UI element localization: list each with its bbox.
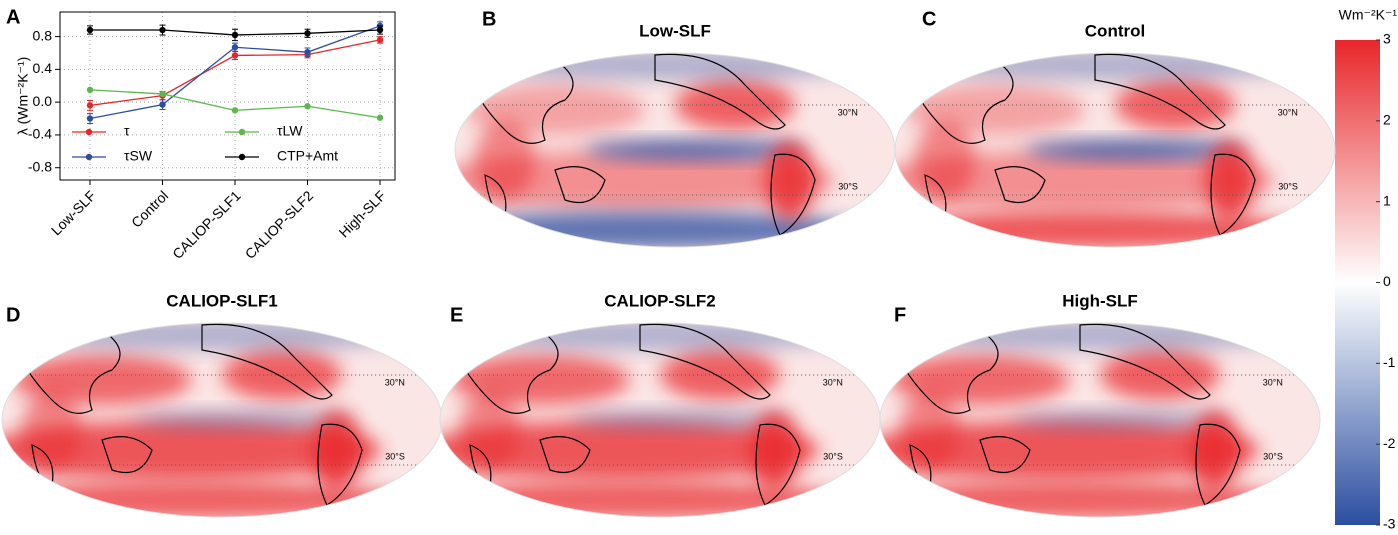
panel-letter: A <box>6 6 20 28</box>
data-point <box>304 49 310 55</box>
y-tick-label: 0.4 <box>33 60 53 76</box>
legend-label: τLW <box>277 123 303 139</box>
data-point <box>159 27 165 33</box>
data-point <box>304 30 310 36</box>
panel-letter: F <box>894 304 906 326</box>
legend-marker <box>239 154 245 160</box>
map-field <box>425 50 895 248</box>
colorbar-tick-label: -2 <box>1383 435 1396 451</box>
y-tick-label: 0.8 <box>33 27 53 43</box>
latitude-label: 30°N <box>385 377 405 387</box>
data-point <box>159 101 165 107</box>
colorbar-tick-label: 3 <box>1383 31 1391 47</box>
data-point <box>232 107 238 113</box>
x-tick-label: CALIOP-SLF2 <box>242 187 317 262</box>
latitude-label: 30°S <box>1278 181 1298 191</box>
colorbar <box>1335 40 1380 525</box>
latitude-label: 30°S <box>823 451 843 461</box>
latitude-label: 30°S <box>1263 451 1283 461</box>
map-title: High-SLF <box>1062 291 1138 310</box>
data-point <box>87 87 93 93</box>
colorbar-tick-label: -3 <box>1383 516 1396 530</box>
map-field <box>410 320 880 518</box>
colorbar-tick-label: 1 <box>1383 192 1391 208</box>
legend-label: τSW <box>124 148 153 164</box>
data-point <box>232 52 238 58</box>
data-point <box>87 115 93 121</box>
map-anomaly <box>475 120 535 200</box>
colorbar-title: Wm⁻²K⁻¹ <box>1339 7 1398 23</box>
data-point <box>87 102 93 108</box>
y-tick-label: -0.4 <box>28 126 52 142</box>
data-point <box>304 103 310 109</box>
colorbar-tick-label: 0 <box>1383 273 1391 289</box>
plot-frame <box>60 12 395 180</box>
map-anomaly <box>915 120 975 200</box>
colorbar-tick-label: -1 <box>1383 354 1396 370</box>
y-tick-label: -0.8 <box>28 158 52 174</box>
panel-letter: E <box>450 304 463 326</box>
legend-marker <box>239 129 245 135</box>
map-title: CALIOP-SLF1 <box>166 291 277 310</box>
legend-marker <box>86 129 92 135</box>
y-axis-label: λ (Wm⁻²K⁻¹) <box>15 57 31 136</box>
latitude-label: 30°S <box>385 451 405 461</box>
panel-letter: B <box>482 8 496 30</box>
x-tick-label: Low-SLF <box>48 187 99 238</box>
data-point <box>377 115 383 121</box>
figure: A-0.8-0.40.00.40.8Low-SLFControlCALIOP-S… <box>0 0 1398 530</box>
latitude-label: 30°N <box>838 107 858 117</box>
map-title: CALIOP-SLF2 <box>604 291 715 310</box>
map-anomaly <box>460 390 520 470</box>
panel-letter: C <box>922 8 936 30</box>
panel-letter: D <box>6 304 20 326</box>
latitude-label: 30°N <box>1263 377 1283 387</box>
x-tick-label: CALIOP-SLF1 <box>169 187 244 262</box>
map-field <box>865 50 1335 248</box>
map-title: Low-SLF <box>639 21 711 40</box>
data-point <box>87 27 93 33</box>
data-point <box>377 37 383 43</box>
latitude-label: 30°N <box>823 377 843 387</box>
latitude-label: 30°N <box>1278 107 1298 117</box>
map-anomaly <box>900 390 960 470</box>
map-field <box>850 320 1320 518</box>
data-point <box>232 44 238 50</box>
map-anomaly <box>22 390 82 470</box>
latitude-label: 30°S <box>838 181 858 191</box>
y-tick-label: 0.0 <box>33 93 53 109</box>
legend-label: CTP+Amt <box>277 148 338 164</box>
legend-marker <box>86 154 92 160</box>
data-point <box>377 27 383 33</box>
x-tick-label: Control <box>128 187 171 230</box>
map-title: Control <box>1085 21 1145 40</box>
colorbar-tick-label: 2 <box>1383 112 1391 128</box>
x-tick-label: High-SLF <box>336 187 389 240</box>
legend-label: τ <box>124 123 130 139</box>
data-point <box>159 91 165 97</box>
data-point <box>232 32 238 38</box>
